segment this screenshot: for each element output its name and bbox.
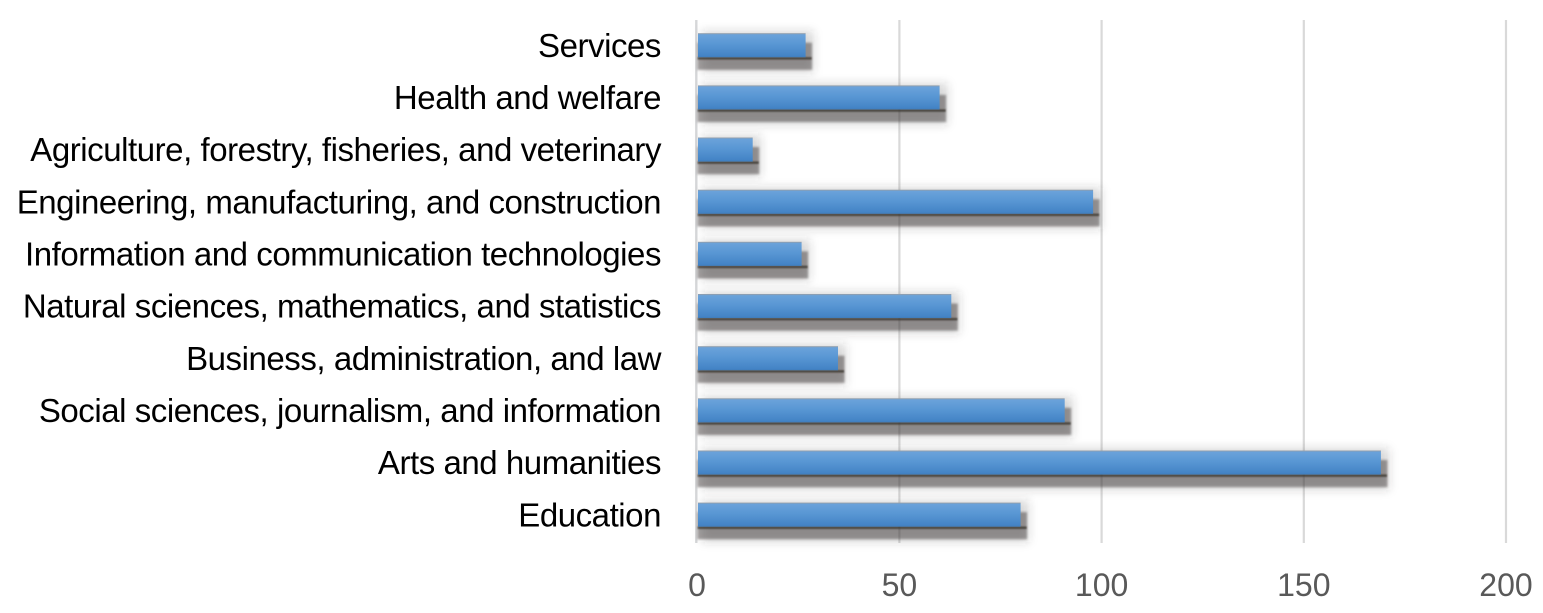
svg-text:200: 200	[1479, 567, 1532, 603]
svg-text:Social sciences, journalism, a: Social sciences, journalism, and informa…	[39, 392, 661, 429]
svg-text:100: 100	[1075, 567, 1128, 603]
svg-text:Agriculture, forestry, fisheri: Agriculture, forestry, fisheries, and ve…	[30, 131, 662, 168]
svg-text:0: 0	[688, 567, 706, 603]
svg-text:Engineering, manufacturing, an: Engineering, manufacturing, and construc…	[17, 183, 661, 220]
svg-text:Education: Education	[518, 496, 661, 533]
svg-text:Health and welfare: Health and welfare	[394, 79, 661, 116]
svg-text:50: 50	[882, 567, 918, 603]
svg-text:Business, administration, and: Business, administration, and law	[186, 340, 662, 377]
svg-text:150: 150	[1277, 567, 1330, 603]
svg-text:Natural sciences, mathematics,: Natural sciences, mathematics, and stati…	[23, 288, 661, 325]
svg-text:Arts and humanities: Arts and humanities	[378, 444, 661, 481]
svg-text:Information and communication: Information and communication technologi…	[25, 236, 661, 273]
svg-text:Services: Services	[538, 27, 661, 64]
